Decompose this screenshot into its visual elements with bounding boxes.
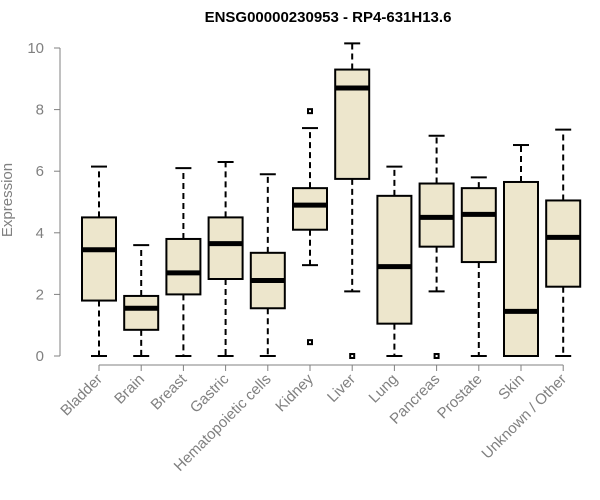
iqr-box — [292, 187, 328, 231]
x-tick-label: Liver — [324, 371, 359, 406]
iqr-box — [376, 194, 413, 325]
box-hematopoietic-cells — [249, 173, 286, 357]
iqr-box — [545, 199, 582, 288]
box-kidney — [292, 108, 328, 346]
x-tick-label: Breast — [148, 370, 191, 413]
iqr-box — [81, 216, 117, 302]
y-tick-label: 8 — [36, 102, 44, 119]
box-series — [81, 42, 582, 359]
box-liver — [334, 42, 371, 359]
iqr-box — [503, 180, 539, 357]
iqr-box — [460, 187, 497, 264]
chart-title: ENSG00000230953 - RP4-631H13.6 — [205, 9, 452, 26]
iqr-box — [165, 237, 202, 296]
iqr-box — [123, 294, 160, 331]
box-skin — [503, 144, 539, 357]
outlier-point — [307, 339, 313, 346]
box-prostate — [460, 176, 497, 357]
y-tick-label: 0 — [36, 348, 44, 365]
y-tick-label: 10 — [27, 40, 44, 57]
y-tick-label: 6 — [36, 163, 44, 180]
box-brain — [123, 244, 160, 357]
y-tick-label: 4 — [36, 225, 44, 242]
y-axis-label: Expression — [0, 163, 16, 237]
x-tick-label: Bladder — [57, 371, 106, 420]
x-tick-label: Lung — [366, 371, 402, 407]
iqr-box — [207, 216, 244, 280]
x-tick-label: Skin — [495, 371, 528, 404]
x-tick-label: Brain — [111, 371, 148, 408]
box-bladder — [81, 165, 117, 357]
y-tick-label: 2 — [36, 286, 44, 303]
y-axis: 0 2 4 6 8 10 — [27, 40, 61, 365]
x-tick-label: Prostate — [434, 371, 486, 423]
box-breast — [165, 167, 202, 357]
box-lung — [376, 165, 413, 357]
box-unknown-other — [545, 128, 582, 357]
outlier-point — [307, 108, 313, 115]
x-tick-label: Kidney — [272, 370, 317, 415]
box-gastric — [207, 160, 244, 357]
outlier-point — [349, 353, 356, 359]
outlier-point — [433, 353, 440, 359]
box-pancreas — [418, 134, 455, 359]
